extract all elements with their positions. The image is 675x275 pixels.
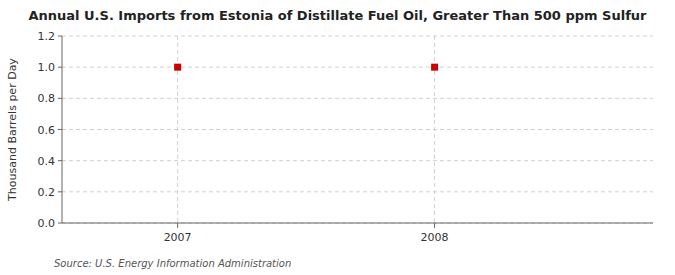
y-tick-label: 0.6 bbox=[38, 124, 56, 137]
points bbox=[174, 64, 438, 71]
y-tick bbox=[58, 98, 62, 99]
y-tick bbox=[58, 191, 62, 192]
grid bbox=[62, 36, 653, 223]
y-tick-label: 0.2 bbox=[38, 186, 56, 199]
y-tick-label: 1.2 bbox=[38, 30, 56, 43]
axes: 0.0 0.2 0.4 0.6 0.8 1.0 1.2 2007 2008 bbox=[38, 30, 654, 244]
y-tick-label: 0.4 bbox=[38, 155, 56, 168]
y-grid-line bbox=[62, 98, 653, 99]
chart-svg: Annual U.S. Imports from Estonia of Dist… bbox=[0, 0, 675, 275]
x-tick-label: 2007 bbox=[164, 231, 192, 244]
y-grid-line bbox=[62, 223, 653, 224]
y-tick bbox=[58, 129, 62, 130]
y-grid-line bbox=[62, 36, 653, 37]
x-tick bbox=[434, 223, 435, 228]
x-axis-line bbox=[62, 223, 653, 224]
y-grid-line bbox=[62, 67, 653, 68]
x-tick-label: 2008 bbox=[421, 231, 449, 244]
y-grid-line bbox=[62, 191, 653, 192]
y-tick bbox=[58, 36, 62, 37]
y-tick-label: 1.0 bbox=[38, 61, 56, 74]
y-grid-line bbox=[62, 129, 653, 130]
y-tick bbox=[58, 67, 62, 68]
chart-container: Annual U.S. Imports from Estonia of Dist… bbox=[0, 0, 675, 275]
y-tick-label: 0.0 bbox=[38, 217, 56, 230]
y-grid-line bbox=[62, 160, 653, 161]
y-tick bbox=[58, 160, 62, 161]
y-axis-label: Thousand Barrels per Day bbox=[6, 58, 19, 202]
title: Annual U.S. Imports from Estonia of Dist… bbox=[28, 8, 647, 23]
data-point bbox=[431, 64, 438, 71]
source-note: Source: U.S. Energy Information Administ… bbox=[54, 258, 291, 269]
y-axis-line bbox=[62, 36, 63, 223]
y-tick bbox=[58, 223, 62, 224]
x-tick bbox=[177, 223, 178, 228]
y-tick-label: 0.8 bbox=[38, 92, 56, 105]
data-point bbox=[174, 64, 181, 71]
